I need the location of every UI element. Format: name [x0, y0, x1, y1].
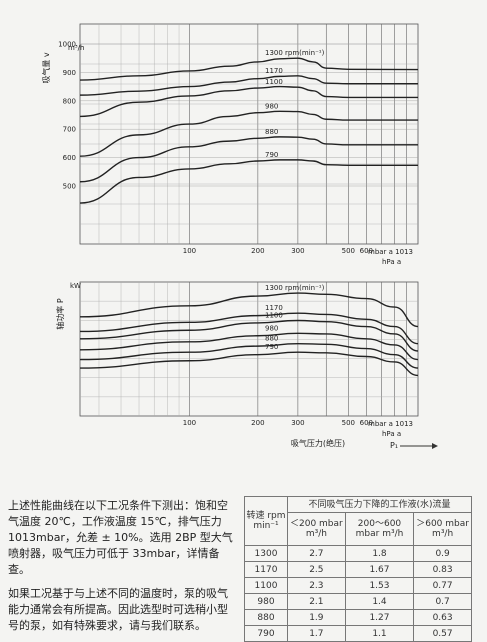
flow-cell: 2.7: [287, 545, 346, 562]
x-axis-arrowhead: [432, 443, 438, 449]
speed-cell: 1300: [244, 545, 288, 562]
table-row: 880 1.9 1.27 0.63: [244, 609, 472, 626]
table-row: 790 1.7 1.1 0.57: [244, 625, 472, 642]
series-label: 980: [265, 103, 278, 111]
speed-cell: 980: [244, 593, 288, 610]
col-header: ＞600 mbar m³/h: [413, 512, 472, 546]
flow-cell: 1.1: [344, 625, 415, 642]
x-tick-label: 600: [360, 247, 373, 255]
suction-volume-chart: 500 600 700 800 900 1000 100 200 300 500 600 1300…: [41, 23, 419, 266]
water-flow-table: 转速 rpm min⁻¹ 不同吸气压力下降的工作液(水)流量 ＜200 mbar…: [244, 496, 472, 642]
x-axis-title: 吸气压力(绝压): [291, 438, 345, 448]
flow-cell: 1.8: [344, 545, 415, 562]
x-tick-label: 600: [360, 419, 373, 427]
flow-cell: 2.1: [287, 593, 346, 610]
speed-cell: 880: [244, 609, 288, 626]
table-row: 1100 2.3 1.53 0.77: [244, 577, 472, 594]
series-label: 1300 rpm(min⁻¹): [265, 49, 325, 57]
y-axis-title: 轴功率 P: [55, 298, 65, 330]
series-curve: [79, 292, 419, 328]
y-tick-label: 800: [63, 97, 76, 105]
speed-header: 转速 rpm min⁻¹: [244, 496, 288, 546]
y-tick-label: 600: [63, 154, 76, 162]
x-axis-unit: mbar a 1013: [368, 420, 413, 428]
series-curve: [79, 136, 418, 183]
series-label: 1100: [265, 312, 283, 320]
col-header: 200～600 mbar m³/h: [344, 512, 415, 546]
x-tick-label: 200: [251, 419, 264, 427]
plot-frame: [79, 281, 419, 417]
y-axis-title: 吸气量 v: [41, 52, 51, 84]
flow-cell: 1.27: [344, 609, 415, 626]
series-label: 1170: [265, 67, 283, 75]
series-curve: [79, 351, 419, 377]
y-tick-label: 500: [63, 183, 76, 191]
test-conditions-paragraph: 上述性能曲线在以下工况条件下测出：饱和空气温度 20℃，工作液温度 15℃，排气…: [8, 499, 233, 576]
flow-cell: 0.63: [413, 609, 472, 626]
x-axis-symbol: P₁: [390, 441, 398, 450]
flow-cell: 1.7: [287, 625, 346, 642]
y-axis-unit: m³/h: [68, 44, 84, 52]
series-curve: [79, 342, 419, 369]
flow-cell: 1.53: [344, 577, 415, 594]
series-curve: [79, 312, 419, 345]
flow-cell: 0.7: [413, 593, 472, 610]
flow-cell: 2.5: [287, 561, 346, 578]
speed-cell: 1100: [244, 577, 288, 594]
x-tick-label: 300: [291, 247, 304, 255]
series-curve: [79, 319, 419, 352]
x-axis-unit-secondary: hPa a: [382, 258, 401, 266]
series-label: 1300 rpm(min⁻¹): [265, 284, 325, 292]
x-tick-label: 200: [251, 247, 264, 255]
series-curve: [79, 75, 418, 96]
speed-cell: 1170: [244, 561, 288, 578]
x-tick-label: 500: [342, 419, 355, 427]
flow-cell: 0.57: [413, 625, 472, 642]
col-header: ＜200 mbar m³/h: [287, 512, 346, 546]
series-label: 790: [265, 343, 278, 351]
series-label: 1100: [265, 78, 283, 86]
plot-frame: [79, 23, 419, 245]
flow-cell: 2.3: [287, 577, 346, 594]
flow-cell: 0.83: [413, 561, 472, 578]
speed-cell: 790: [244, 625, 288, 642]
x-axis-unit-secondary: hPa a: [382, 430, 401, 438]
flow-cell: 0.77: [413, 577, 472, 594]
y-tick-label: 900: [63, 69, 76, 77]
flow-cell: 1.67: [344, 561, 415, 578]
selection-note-paragraph: 如果工况基于与上述不同的温度时，泵的吸气能力通常会有所提高。因此选型时可选稍小型…: [8, 587, 228, 632]
x-axis-unit: mbar a 1013: [368, 248, 413, 256]
series-curve: [79, 332, 419, 361]
flow-cell: 0.9: [413, 545, 472, 562]
series-curve: [79, 110, 418, 157]
series-label: 880: [265, 128, 278, 136]
flow-cell: 1.9: [287, 609, 346, 626]
series-curve: [79, 85, 418, 118]
series-curve: [79, 159, 418, 204]
y-tick-label: 700: [63, 126, 76, 134]
table-row: 1300 2.7 1.8 0.9: [244, 545, 472, 562]
group-header: 不同吸气压力下降的工作液(水)流量: [287, 496, 472, 513]
series-label: 790: [265, 151, 278, 159]
series-label: 1170: [265, 304, 283, 312]
x-tick-label: 100: [183, 419, 196, 427]
flow-cell: 1.4: [344, 593, 415, 610]
table-row: 1170 2.5 1.67 0.83: [244, 561, 472, 578]
x-tick-label: 100: [183, 247, 196, 255]
y-axis-unit: kW: [70, 282, 81, 290]
series-label: 980: [265, 324, 278, 332]
series-curve: [79, 57, 419, 81]
x-tick-label: 300: [291, 419, 304, 427]
series-label: 880: [265, 335, 278, 343]
table-row: 980 2.1 1.4 0.7: [244, 593, 472, 610]
y-tick-label: 1000: [58, 41, 76, 49]
x-tick-label: 500: [342, 247, 355, 255]
